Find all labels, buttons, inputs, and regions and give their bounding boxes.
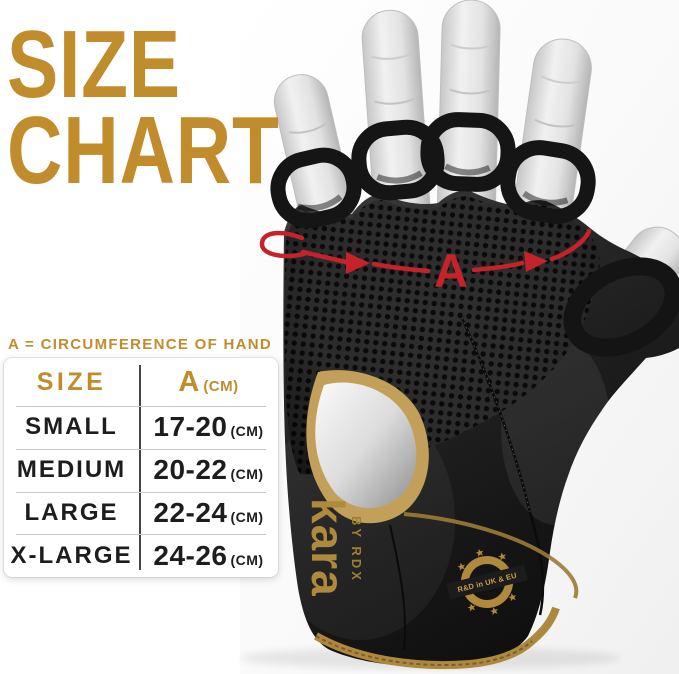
table-column-divider — [139, 365, 141, 570]
brand-text: kara BY RDX — [302, 498, 364, 597]
table-header-row: SIZE A (CM) — [4, 358, 278, 406]
arrowhead-right — [524, 251, 548, 272]
arrow-curl — [259, 230, 307, 259]
finger-loops — [270, 112, 679, 357]
circumference-note: A = CIRCUMFERENCE OF HAND — [8, 336, 273, 353]
size-label: MEDIUM — [16, 456, 127, 484]
brand-kara: kara — [302, 498, 354, 597]
size-value: 22-24 — [153, 496, 228, 528]
thumb-loop — [563, 257, 679, 357]
size-value: 20-22 — [153, 454, 228, 486]
seams — [389, 317, 545, 651]
cuff-gold-stripe — [314, 606, 560, 670]
size-unit: (CM) — [230, 551, 264, 568]
size-unit: (CM) — [230, 466, 264, 483]
size-value: 17-20 — [153, 411, 228, 443]
page-title-line1: SIZE — [7, 11, 181, 118]
size-label: LARGE — [24, 498, 119, 526]
palm-opening — [306, 370, 579, 599]
size-label: SMALL — [25, 413, 118, 441]
table-row-large: LARGE 22-24 (CM) — [4, 491, 278, 535]
size-unit: (CM) — [230, 423, 264, 440]
table-row-medium: MEDIUM 20-22 (CM) — [4, 448, 278, 492]
size-unit: (CM) — [230, 508, 264, 525]
page-title-line2: CHART — [7, 97, 280, 205]
header-a-unit: (CM) — [203, 377, 239, 395]
size-label: X-LARGE — [10, 541, 133, 569]
brand-sub: BY RDX — [349, 516, 364, 583]
arrow-label: A — [434, 244, 468, 297]
table-row-xlarge: X-LARGE 24-26 (CM) — [4, 534, 278, 577]
size-value: 24-26 — [153, 539, 228, 571]
header-size: SIZE — [36, 367, 107, 396]
table-row-small: SMALL 17-20 (CM) — [4, 406, 278, 449]
measure-arrow — [259, 228, 592, 274]
page-title: SIZE CHART — [7, 11, 280, 205]
arrowhead-left — [346, 252, 370, 274]
header-a: A — [178, 365, 201, 398]
size-table: SIZE A (CM) SMALL 17-20 (CM) MEDIUM 20-22(… — [4, 358, 278, 577]
